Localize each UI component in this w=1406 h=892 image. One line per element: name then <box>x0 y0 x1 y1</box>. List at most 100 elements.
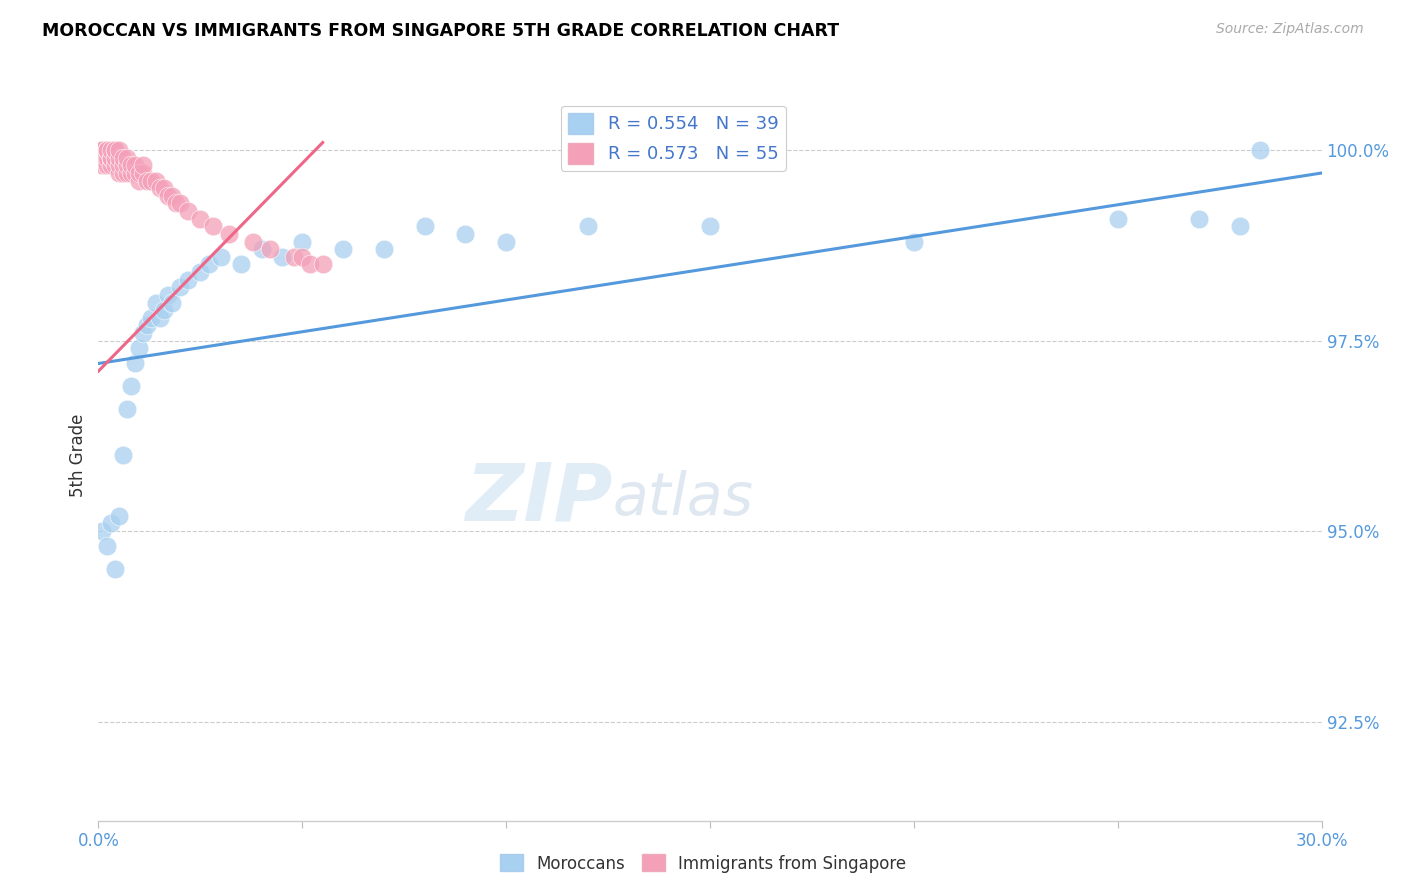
Point <box>291 250 314 264</box>
Point <box>115 151 138 165</box>
Point <box>100 516 122 531</box>
Point <box>242 235 264 249</box>
Point <box>120 158 142 172</box>
Text: atlas: atlas <box>612 470 754 527</box>
Point <box>96 158 118 172</box>
Point <box>104 562 127 576</box>
Point <box>141 310 163 325</box>
Point <box>104 143 127 157</box>
Point <box>169 196 191 211</box>
Point <box>413 219 436 234</box>
Point <box>91 158 114 172</box>
Point <box>231 257 253 271</box>
Point <box>96 151 118 165</box>
Point <box>132 166 155 180</box>
Point <box>141 174 163 188</box>
Legend: Moroccans, Immigrants from Singapore: Moroccans, Immigrants from Singapore <box>494 847 912 880</box>
Point <box>332 242 354 256</box>
Point <box>149 181 172 195</box>
Text: ZIP: ZIP <box>465 459 612 538</box>
Point <box>96 143 118 157</box>
Point <box>111 158 134 172</box>
Point <box>128 174 150 188</box>
Point <box>160 189 183 203</box>
Point <box>312 257 335 271</box>
Point <box>1188 211 1211 226</box>
Point <box>903 235 925 249</box>
Point <box>152 303 174 318</box>
Point <box>104 151 127 165</box>
Point <box>259 242 281 256</box>
Point <box>209 250 232 264</box>
Text: MOROCCAN VS IMMIGRANTS FROM SINGAPORE 5TH GRADE CORRELATION CHART: MOROCCAN VS IMMIGRANTS FROM SINGAPORE 5T… <box>42 22 839 40</box>
Point <box>111 448 134 462</box>
Point <box>136 174 159 188</box>
Point <box>100 151 122 165</box>
Point <box>201 219 224 234</box>
Point <box>132 326 155 340</box>
Point <box>250 242 273 256</box>
Point <box>96 540 118 554</box>
Point <box>152 181 174 195</box>
Point <box>495 235 517 249</box>
Point <box>91 143 114 157</box>
Point <box>299 257 322 271</box>
Point <box>120 166 142 180</box>
Point <box>1249 143 1271 157</box>
Point <box>188 265 212 279</box>
Point <box>111 166 134 180</box>
Point <box>111 151 134 165</box>
Point <box>96 143 118 157</box>
Point <box>96 143 118 157</box>
Point <box>177 204 200 219</box>
Point <box>132 158 155 172</box>
Point <box>283 250 305 264</box>
Point <box>160 295 183 310</box>
Point <box>576 219 599 234</box>
Point <box>1107 211 1129 226</box>
Text: Source: ZipAtlas.com: Source: ZipAtlas.com <box>1216 22 1364 37</box>
Point <box>373 242 395 256</box>
Point <box>124 357 146 371</box>
Point <box>128 341 150 355</box>
Point <box>197 257 219 271</box>
Point <box>108 166 131 180</box>
Point <box>699 219 721 234</box>
Y-axis label: 5th Grade: 5th Grade <box>69 413 87 497</box>
Point <box>120 379 142 393</box>
Point <box>165 196 187 211</box>
Point <box>91 151 114 165</box>
Point <box>108 151 131 165</box>
Legend: R = 0.554   N = 39, R = 0.573   N = 55: R = 0.554 N = 39, R = 0.573 N = 55 <box>561 105 786 170</box>
Point <box>100 143 122 157</box>
Point <box>108 158 131 172</box>
Point <box>108 508 131 523</box>
Point <box>124 158 146 172</box>
Point <box>91 143 114 157</box>
Point <box>104 143 127 157</box>
Point <box>115 166 138 180</box>
Point <box>188 211 212 226</box>
Point <box>124 166 146 180</box>
Point <box>218 227 240 241</box>
Point <box>108 143 131 157</box>
Point <box>1229 219 1251 234</box>
Point <box>100 158 122 172</box>
Point <box>291 235 314 249</box>
Point <box>149 310 172 325</box>
Point <box>128 166 150 180</box>
Point <box>156 189 179 203</box>
Point <box>136 318 159 333</box>
Point <box>100 151 122 165</box>
Point <box>91 143 114 157</box>
Point <box>177 273 200 287</box>
Point <box>91 524 114 538</box>
Point <box>145 295 167 310</box>
Point <box>454 227 477 241</box>
Point <box>145 174 167 188</box>
Point <box>156 288 179 302</box>
Point <box>169 280 191 294</box>
Point <box>115 158 138 172</box>
Point <box>270 250 294 264</box>
Point <box>104 158 127 172</box>
